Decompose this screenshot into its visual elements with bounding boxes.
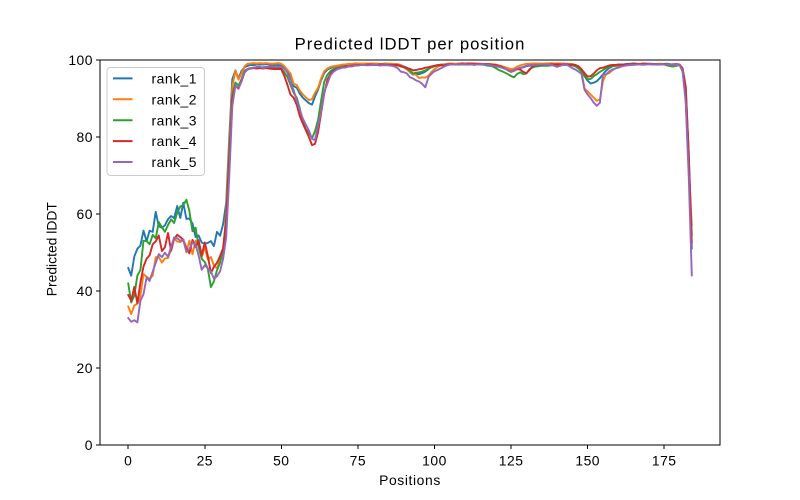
svg-text:Predicted lDDT per position: Predicted lDDT per position (295, 34, 526, 53)
svg-text:175: 175 (652, 453, 677, 469)
svg-text:125: 125 (499, 453, 524, 469)
svg-text:rank_1: rank_1 (152, 71, 197, 87)
svg-text:100: 100 (68, 52, 93, 68)
svg-text:40: 40 (77, 283, 93, 299)
svg-text:150: 150 (575, 453, 600, 469)
svg-text:Predicted lDDT: Predicted lDDT (44, 202, 60, 297)
svg-text:rank_2: rank_2 (152, 91, 197, 107)
svg-text:rank_5: rank_5 (152, 154, 197, 170)
svg-text:rank_3: rank_3 (152, 112, 197, 128)
svg-text:0: 0 (85, 437, 93, 453)
svg-text:100: 100 (422, 453, 447, 469)
svg-text:60: 60 (77, 206, 93, 222)
svg-text:25: 25 (197, 453, 213, 469)
svg-text:rank_4: rank_4 (152, 133, 197, 149)
svg-text:75: 75 (350, 453, 366, 469)
svg-text:Positions: Positions (379, 472, 441, 488)
svg-text:0: 0 (124, 453, 132, 469)
svg-text:80: 80 (77, 129, 93, 145)
svg-text:50: 50 (273, 453, 289, 469)
svg-text:20: 20 (77, 360, 93, 376)
